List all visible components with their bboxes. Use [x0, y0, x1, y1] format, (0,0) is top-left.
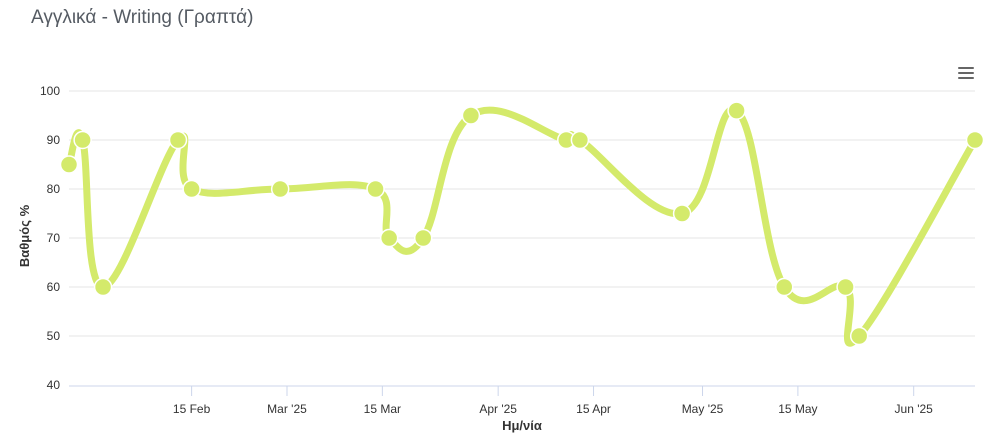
data-point[interactable] [849, 326, 869, 346]
y-tick-label: 90 [47, 133, 61, 147]
y-tick-label: 70 [47, 231, 61, 245]
data-point[interactable] [93, 277, 113, 297]
x-tick-label: Jun '25 [895, 402, 934, 416]
y-tick-label: 80 [47, 182, 61, 196]
x-tick-label: Apr '25 [479, 402, 517, 416]
data-point[interactable] [727, 101, 746, 120]
y-tick-label: 100 [40, 84, 60, 98]
x-tick-label: May '25 [682, 402, 724, 416]
hamburger-menu-icon[interactable] [952, 62, 978, 84]
y-axis-title: Βαθμός % [17, 204, 32, 267]
x-tick-label: Mar '25 [267, 402, 307, 416]
data-point[interactable] [182, 179, 201, 199]
x-tick-label: 15 Feb [173, 402, 211, 416]
data-points [59, 101, 985, 346]
y-tick-label: 40 [47, 378, 61, 392]
data-point[interactable] [965, 130, 985, 150]
y-tick-label: 60 [47, 280, 61, 294]
data-point[interactable] [366, 179, 385, 199]
data-point[interactable] [379, 228, 399, 248]
x-axis-ticks: 15 Feb Mar '25 15 Mar Apr '25 15 Apr May '25 1… [173, 386, 933, 416]
data-point[interactable] [836, 277, 855, 297]
x-axis-title: Ημ/νία [502, 418, 542, 433]
x-tick-label: 15 May [778, 402, 817, 416]
chart-title: Αγγλικά - Writing (Γραπτά) [31, 7, 254, 28]
data-point[interactable] [73, 130, 92, 150]
x-tick-label: 15 Apr [576, 402, 611, 416]
data-point[interactable] [168, 130, 188, 150]
data-point[interactable] [270, 179, 290, 199]
y-axis-ticks: 40 50 60 70 80 90 100 [40, 84, 60, 392]
data-point[interactable] [672, 204, 692, 223]
data-point[interactable] [59, 155, 79, 174]
data-point[interactable] [413, 228, 433, 248]
gridlines [69, 90, 975, 337]
data-point[interactable] [461, 106, 481, 125]
y-tick-label: 50 [47, 329, 61, 343]
x-tick-label: 15 Mar [364, 402, 401, 416]
series-line [65, 105, 979, 347]
data-point[interactable] [775, 277, 794, 297]
data-point[interactable] [570, 130, 590, 150]
